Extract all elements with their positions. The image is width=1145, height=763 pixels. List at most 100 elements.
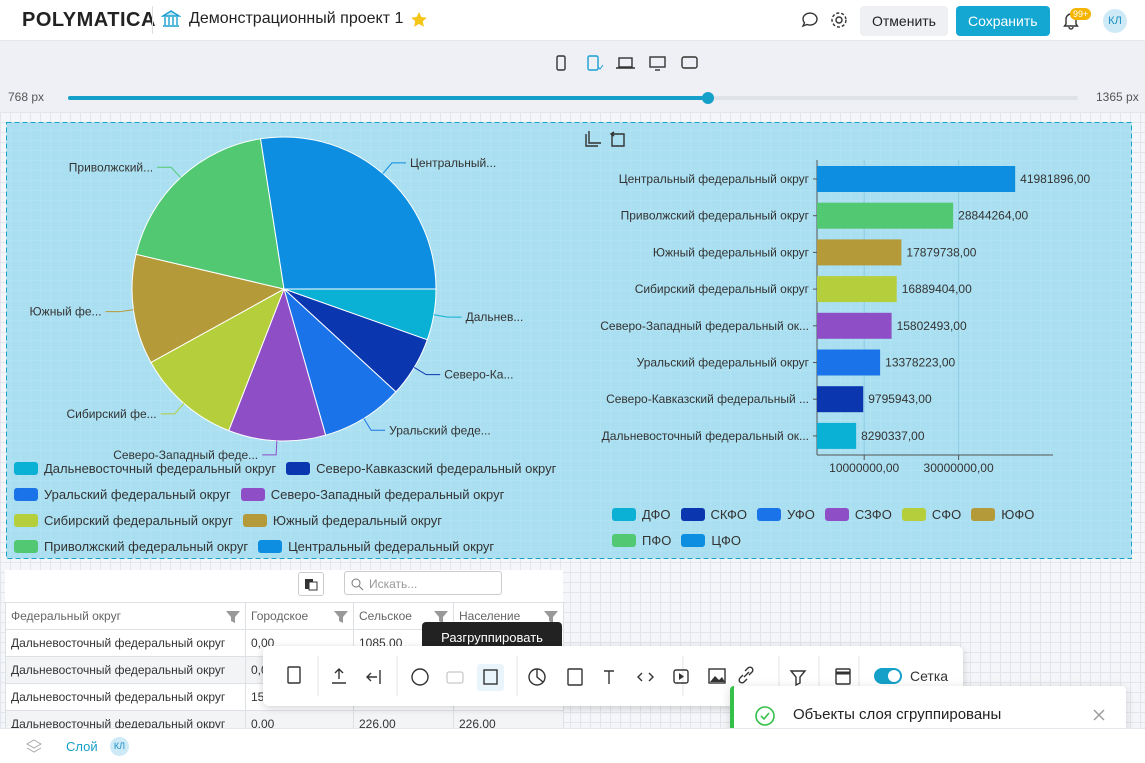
legend-label: Центральный федеральный округ bbox=[288, 539, 494, 554]
legend-item[interactable]: Дальневосточный федеральный округ bbox=[14, 460, 276, 476]
legend-swatch bbox=[681, 508, 705, 521]
legend-item[interactable]: Северо-Кавказский федеральный округ bbox=[286, 460, 556, 476]
search-icon bbox=[350, 577, 364, 591]
bar-legend: ДФО СКФО УФО СЗФО СФО ЮФО ПФО ЦФО bbox=[612, 506, 1112, 558]
legend-swatch bbox=[825, 508, 849, 521]
bar bbox=[817, 203, 953, 229]
legend-label: ЮФО bbox=[1001, 507, 1034, 522]
legend-item[interactable]: СЗФО bbox=[825, 506, 892, 522]
slice-label: Уральский феде... bbox=[389, 423, 491, 437]
legend-label: Уральский федеральный округ bbox=[44, 487, 231, 502]
legend-label: Северо-Кавказский федеральный округ bbox=[316, 461, 556, 476]
table-cell: Дальневосточный федеральный округ bbox=[6, 684, 246, 711]
legend-swatch bbox=[286, 462, 310, 475]
legend-swatch bbox=[757, 508, 781, 521]
legend-item[interactable]: Южный федеральный округ bbox=[243, 512, 442, 528]
legend-swatch bbox=[258, 540, 282, 553]
layers-icon[interactable] bbox=[25, 738, 43, 754]
bar-value-label: 9795943,00 bbox=[868, 392, 932, 406]
bar bbox=[817, 423, 856, 449]
filter-icon[interactable] bbox=[226, 611, 240, 623]
bar bbox=[817, 386, 863, 412]
grid-toggle-label: Сетка bbox=[910, 668, 948, 684]
legend-label: Южный федеральный округ bbox=[273, 513, 442, 528]
toast-icon bbox=[754, 705, 776, 727]
slice-label: Приволжский... bbox=[69, 160, 153, 174]
legend-item[interactable]: ЦФО bbox=[681, 532, 741, 548]
y-tick-label: Дальневосточный федеральный ок... bbox=[602, 429, 809, 443]
slice-label: Северо-Ка... bbox=[444, 368, 513, 382]
bar-value-label: 16889404,00 bbox=[902, 282, 972, 296]
slice-label: Сибирский фе... bbox=[66, 407, 156, 421]
slice-label: Южный фе... bbox=[30, 305, 102, 319]
legend-item[interactable]: СКФО bbox=[681, 506, 748, 522]
legend-item[interactable]: Приволжский федеральный округ bbox=[14, 538, 248, 554]
toast-message: Объекты слоя сгруппированы bbox=[793, 706, 1001, 723]
legend-label: Дальневосточный федеральный округ bbox=[44, 461, 276, 476]
legend-swatch bbox=[14, 514, 38, 527]
toast-close[interactable] bbox=[1092, 708, 1106, 722]
legend-label: ЦФО bbox=[711, 533, 741, 548]
legend-item[interactable]: ДФО bbox=[612, 506, 671, 522]
legend-item[interactable]: ЮФО bbox=[971, 506, 1034, 522]
column-header: Городское bbox=[246, 603, 354, 630]
bar-value-label: 41981896,00 bbox=[1020, 172, 1090, 186]
y-tick-label: Южный федеральный округ bbox=[653, 245, 810, 259]
slice-label: Дальнев... bbox=[466, 310, 524, 324]
y-tick-label: Приволжский федеральный округ bbox=[621, 209, 810, 223]
legend-label: Приволжский федеральный округ bbox=[44, 539, 248, 554]
table-cell: Дальневосточный федеральный округ bbox=[6, 630, 246, 657]
bar bbox=[817, 350, 880, 376]
legend-item[interactable]: Центральный федеральный округ bbox=[258, 538, 494, 554]
legend-label: ДФО bbox=[642, 507, 671, 522]
legend-label: Сибирский федеральный округ bbox=[44, 513, 233, 528]
layer-avatar: КЛ bbox=[110, 737, 129, 756]
y-tick-label: Северо-Кавказский федеральный ... bbox=[606, 392, 809, 406]
bar bbox=[817, 239, 901, 265]
legend-label: СЗФО bbox=[855, 507, 892, 522]
legend-item[interactable]: СФО bbox=[902, 506, 961, 522]
export-button[interactable] bbox=[298, 572, 324, 596]
legend-swatch bbox=[612, 508, 636, 521]
search-input[interactable]: Искать... bbox=[344, 571, 502, 595]
filter-icon[interactable] bbox=[334, 611, 348, 623]
header-text: Федеральный округ bbox=[11, 609, 121, 623]
y-tick-label: Сибирский федеральный округ bbox=[635, 282, 810, 296]
legend-label: СКФО bbox=[711, 507, 748, 522]
legend-item[interactable]: УФО bbox=[757, 506, 815, 522]
legend-item[interactable]: ПФО bbox=[612, 532, 671, 548]
bar-value-label: 28844264,00 bbox=[958, 209, 1028, 223]
header-text: Сельское bbox=[359, 609, 412, 623]
header-text: Городское bbox=[251, 609, 308, 623]
legend-swatch bbox=[14, 462, 38, 475]
y-tick-label: Северо-Западный федеральный ок... bbox=[600, 319, 809, 333]
x-tick-label: 30000000,00 bbox=[924, 461, 994, 475]
legend-swatch bbox=[243, 514, 267, 527]
legend-item[interactable]: Уральский федеральный округ bbox=[14, 486, 231, 502]
legend-swatch bbox=[902, 508, 926, 521]
legend-swatch bbox=[612, 534, 636, 547]
bar-value-label: 17879738,00 bbox=[906, 245, 976, 259]
bar-value-label: 8290337,00 bbox=[861, 429, 925, 443]
legend-swatch bbox=[241, 488, 265, 501]
y-tick-label: Уральский федеральный округ bbox=[637, 356, 810, 370]
legend-swatch bbox=[681, 534, 705, 547]
legend-item[interactable]: Северо-Западный федеральный округ bbox=[241, 486, 505, 502]
layer-tab[interactable]: Слой bbox=[66, 739, 98, 754]
header-text: Население bbox=[459, 609, 520, 623]
table-cell: Дальневосточный федеральный округ bbox=[6, 657, 246, 684]
column-header: Федеральный округ bbox=[6, 603, 246, 630]
legend-label: СФО bbox=[932, 507, 961, 522]
bar-value-label: 15802493,00 bbox=[897, 319, 967, 333]
bar bbox=[817, 313, 892, 339]
bar bbox=[817, 276, 897, 302]
legend-swatch bbox=[14, 488, 38, 501]
footer: Слой КЛ bbox=[0, 728, 1145, 763]
legend-label: УФО bbox=[787, 507, 815, 522]
legend-item[interactable]: Сибирский федеральный округ bbox=[14, 512, 233, 528]
legend-swatch bbox=[971, 508, 995, 521]
slice-label: Центральный... bbox=[410, 156, 496, 170]
x-tick-label: 10000000,00 bbox=[829, 461, 899, 475]
pie-legend: Дальневосточный федеральный округ Северо-… bbox=[14, 460, 574, 564]
